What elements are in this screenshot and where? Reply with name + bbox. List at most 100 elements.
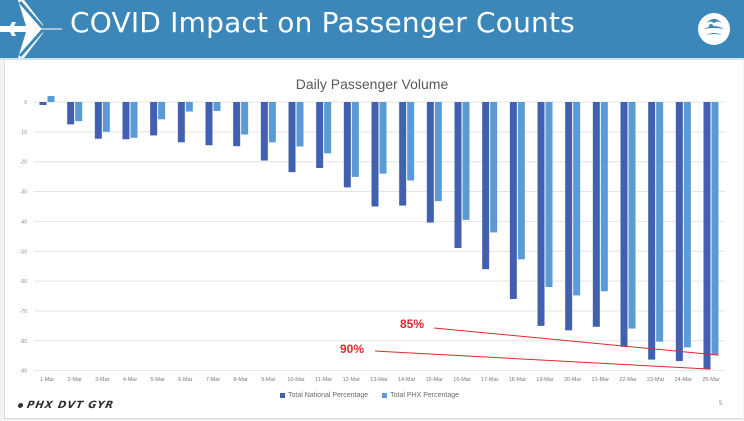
x-tick-label: 24-Mar <box>675 377 693 383</box>
bar-national <box>94 102 102 139</box>
bar-phx <box>683 102 691 348</box>
page-title: COVID Impact on Passenger Counts <box>70 6 575 39</box>
bar-phx <box>517 102 525 260</box>
bar-national <box>426 102 434 223</box>
bar-national <box>675 102 683 362</box>
x-tick-label: 23-Mar <box>647 377 665 383</box>
bar-national <box>288 102 296 173</box>
bar-phx <box>711 102 719 356</box>
annotation-90-line <box>374 350 711 370</box>
x-tick-label: 22-Mar <box>619 377 637 383</box>
bar-national <box>177 102 185 143</box>
bar-phx <box>628 102 636 329</box>
bar-phx <box>656 102 664 342</box>
bar-national <box>565 102 573 331</box>
legend-label-phx: Total PHX Percentage <box>390 392 460 399</box>
bar-national <box>399 102 407 206</box>
x-tick-label: 19-Mar <box>536 377 554 383</box>
bar-national <box>260 102 268 161</box>
bar-national <box>67 102 75 125</box>
bar-national <box>316 102 324 168</box>
x-tick-label: 2-Mar <box>67 377 82 383</box>
x-tick-label: 7-Mar <box>206 377 221 383</box>
y-tick-label: -10 <box>20 130 27 136</box>
y-tick-label: 0 <box>24 100 27 106</box>
bar-national <box>343 102 351 188</box>
bar-national <box>482 102 490 270</box>
bar-national <box>620 102 628 347</box>
bar-national <box>537 102 545 326</box>
bar-phx <box>241 102 249 135</box>
x-tick-label: 10-Mar <box>287 377 305 383</box>
y-tick-label: -30 <box>20 190 27 196</box>
bar-phx <box>573 102 581 296</box>
bar-national <box>454 102 462 248</box>
bar-national <box>122 102 130 140</box>
bar-phx <box>434 102 442 202</box>
x-tick-label: 16-Mar <box>453 377 471 383</box>
bar-phx <box>47 96 55 102</box>
bar-phx <box>379 102 387 174</box>
y-tick-label: -90 <box>20 369 27 375</box>
logo-text: PHX DVT GYR <box>26 400 115 411</box>
bar-national <box>233 102 241 147</box>
x-tick-label: 3-Mar <box>95 377 110 383</box>
legend-item-national: Total National Percentage <box>280 392 368 399</box>
x-tick-label: 21-Mar <box>592 377 610 383</box>
bar-phx <box>75 102 83 122</box>
chart-legend: Total National Percentage Total PHX Perc… <box>280 392 459 399</box>
chart-title: Daily Passenger Volume <box>295 76 449 92</box>
bar-national <box>592 102 600 327</box>
y-tick-label: -60 <box>20 279 27 285</box>
bar-phx <box>268 102 276 143</box>
x-tick-label: 11-Mar <box>315 377 332 383</box>
x-tick-label: 9-Mar <box>261 377 276 383</box>
bar-national <box>150 102 158 136</box>
logo-dot-icon <box>17 403 24 408</box>
legend-swatch-national <box>280 393 285 398</box>
airplane-icon <box>0 0 66 58</box>
bar-phx <box>324 102 332 154</box>
x-tick-label: 8-Mar <box>233 377 248 383</box>
bar-phx <box>213 102 221 111</box>
x-tick-label: 5-Mar <box>150 377 165 383</box>
bar-national <box>39 102 47 105</box>
x-tick-label: 18-Mar <box>509 377 527 383</box>
annotation-90-label: 90% <box>340 342 364 356</box>
x-tick-label: 14-Mar <box>398 377 416 383</box>
bar-national <box>648 102 656 360</box>
bar-phx <box>185 102 193 112</box>
slide-header: COVID Impact on Passenger Counts <box>0 0 744 60</box>
y-tick-label: -70 <box>20 309 27 315</box>
bar-phx <box>296 102 304 147</box>
phoenix-logo-icon <box>698 13 730 45</box>
x-tick-label: 4-Mar <box>123 377 138 383</box>
slide <box>4 0 743 419</box>
bar-phx <box>462 102 470 220</box>
bar-national <box>371 102 379 207</box>
bar-phx <box>102 102 110 132</box>
bar-phx <box>545 102 553 288</box>
annotation-85-line <box>433 327 719 356</box>
x-tick-label: 1-Mar <box>40 377 55 383</box>
legend-label-national: Total National Percentage <box>288 392 369 399</box>
legend-item-phx: Total PHX Percentage <box>382 392 459 399</box>
x-tick-label: 20-Mar <box>564 377 582 383</box>
bar-national <box>205 102 213 146</box>
x-tick-label: 15-Mar <box>426 377 444 383</box>
airport-system-logo: PHX DVT GYR <box>17 400 115 411</box>
y-tick-label: -80 <box>20 339 27 345</box>
bar-phx <box>130 102 138 138</box>
bar-phx <box>351 102 359 177</box>
y-tick-label: -50 <box>20 249 27 255</box>
bar-phx <box>407 102 415 181</box>
annotation-85-label: 85% <box>400 317 424 331</box>
legend-swatch-phx <box>382 393 388 398</box>
x-tick-label: 17-Mar <box>481 377 499 383</box>
x-tick-label: 6-Mar <box>178 377 193 383</box>
x-tick-label: 25-Mar <box>702 377 720 383</box>
y-tick-label: -40 <box>20 219 27 225</box>
x-tick-label: 13-Mar <box>370 377 388 383</box>
bar-phx <box>600 102 608 292</box>
